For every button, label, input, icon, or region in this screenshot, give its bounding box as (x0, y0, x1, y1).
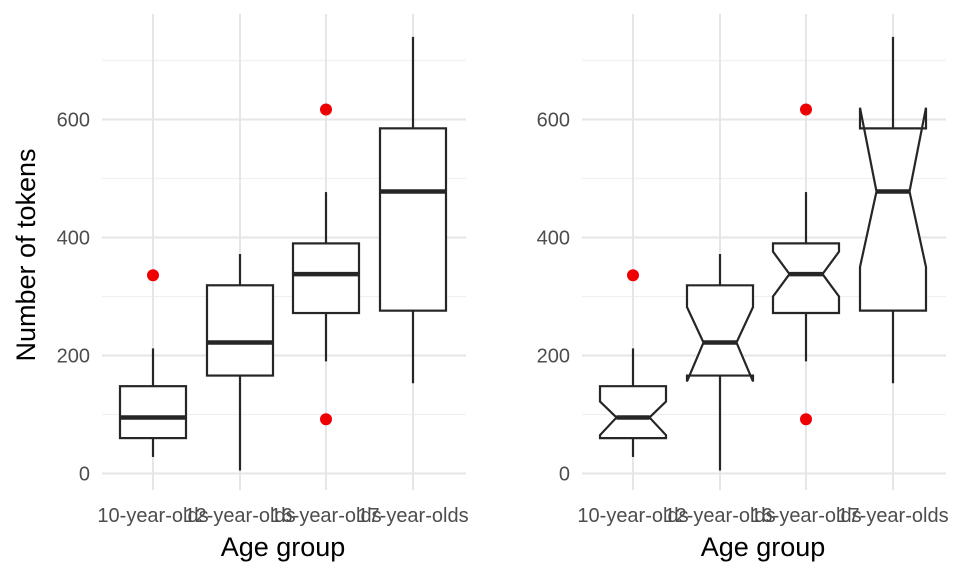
x-tick-label: 16-year-olds (750, 505, 861, 527)
y-tick-label: 0 (559, 464, 570, 486)
y-tick-label: 0 (79, 464, 90, 486)
y-tick-label: 400 (537, 228, 570, 250)
x-tick-label: 17-year-olds (837, 505, 948, 527)
outlier-point (320, 413, 332, 426)
outlier-point (627, 269, 639, 282)
panel-standard-boxplot: 0 200 400 600 10-year-olds12-year-olds16-yea… (57, 14, 469, 527)
box (205, 284, 275, 377)
panel-notched-boxplot: 0 200 400 600 10-year-olds12-year-olds16-yea… (537, 14, 949, 527)
y-tick-label: 200 (57, 346, 90, 368)
panel-0-x-axis-title: Age group (221, 532, 346, 562)
box (291, 242, 361, 315)
y-tick-label: 200 (537, 346, 570, 368)
notched-box (598, 385, 668, 440)
x-tick-label: 17-year-olds (357, 505, 468, 527)
outlier-point (800, 103, 812, 116)
outlier-point (800, 413, 812, 426)
y-tick-label: 400 (57, 228, 90, 250)
x-tick-label: 10-year-olds (97, 505, 208, 527)
outlier-point (320, 103, 332, 116)
x-tick-label: 10-year-olds (577, 505, 688, 527)
outlier-point (147, 269, 159, 282)
box (118, 385, 188, 440)
x-tick-label: 12-year-olds (184, 505, 295, 527)
notched-box (858, 107, 928, 312)
x-tick-label: 16-year-olds (270, 505, 381, 527)
panel-0-y-axis-title: Number of tokens (11, 148, 41, 361)
notched-box (685, 284, 755, 382)
y-tick-label: 600 (537, 110, 570, 132)
panel-1-x-axis-title: Age group (701, 532, 826, 562)
box (378, 127, 448, 312)
notched-box (771, 242, 841, 315)
y-tick-label: 600 (57, 110, 90, 132)
x-tick-label: 12-year-olds (664, 505, 775, 527)
